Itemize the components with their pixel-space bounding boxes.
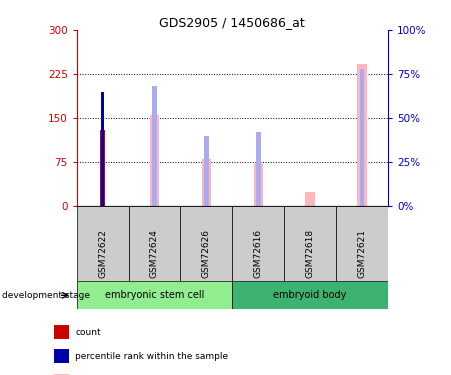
- Bar: [232, 281, 388, 309]
- Text: GSM72618: GSM72618: [306, 228, 314, 278]
- Text: count: count: [75, 328, 101, 337]
- Bar: [150, 115, 159, 206]
- Title: GDS2905 / 1450686_at: GDS2905 / 1450686_at: [159, 16, 305, 29]
- Bar: [256, 132, 261, 206]
- Bar: [284, 206, 336, 281]
- Bar: [359, 69, 364, 206]
- Bar: [152, 86, 157, 206]
- Bar: [202, 159, 211, 206]
- Bar: [77, 206, 129, 281]
- Text: GSM72624: GSM72624: [150, 229, 159, 278]
- Bar: [357, 64, 367, 206]
- Bar: [204, 136, 209, 206]
- Text: GSM72616: GSM72616: [254, 228, 262, 278]
- Bar: [54, 325, 69, 339]
- Bar: [77, 281, 232, 309]
- Bar: [336, 206, 388, 281]
- Bar: [54, 374, 69, 375]
- Text: embryoid body: embryoid body: [273, 290, 347, 300]
- Text: embryonic stem cell: embryonic stem cell: [105, 290, 204, 300]
- Bar: [180, 206, 232, 281]
- Bar: [129, 206, 180, 281]
- Bar: [305, 192, 315, 206]
- Bar: [54, 350, 69, 363]
- Text: GSM72622: GSM72622: [98, 229, 107, 278]
- Bar: [232, 206, 284, 281]
- Text: GSM72621: GSM72621: [358, 228, 366, 278]
- Bar: [101, 92, 104, 206]
- Text: GSM72626: GSM72626: [202, 228, 211, 278]
- Text: development stage: development stage: [2, 291, 90, 300]
- Text: percentile rank within the sample: percentile rank within the sample: [75, 352, 228, 361]
- Bar: [253, 164, 263, 206]
- Bar: [100, 130, 105, 206]
